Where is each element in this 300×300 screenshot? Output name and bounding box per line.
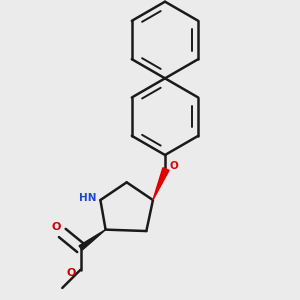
Text: O: O <box>170 161 179 171</box>
Text: O: O <box>67 268 76 278</box>
Text: O: O <box>52 222 61 232</box>
Polygon shape <box>79 230 106 250</box>
Text: HN: HN <box>79 193 97 203</box>
Polygon shape <box>153 168 169 200</box>
